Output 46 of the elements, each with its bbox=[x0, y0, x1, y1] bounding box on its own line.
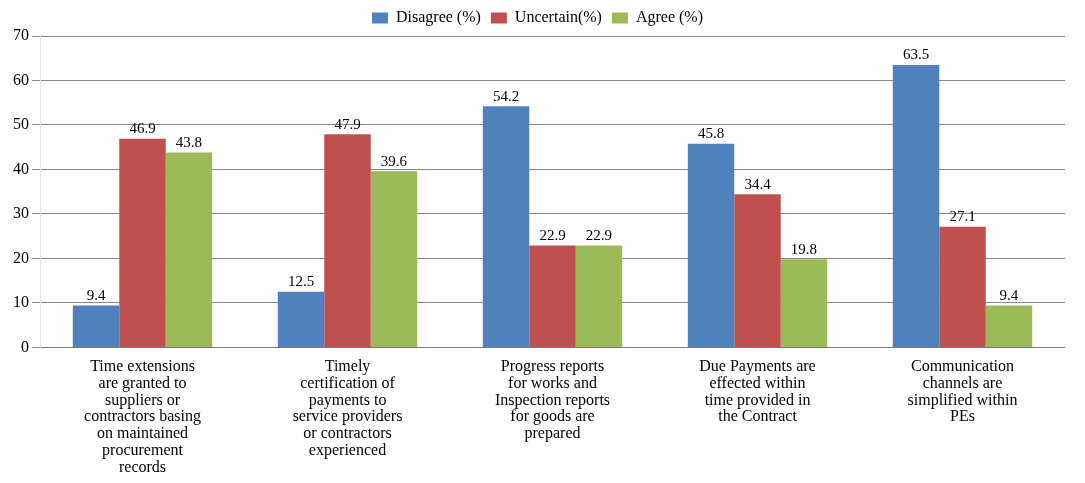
data-label: 34.4 bbox=[744, 175, 772, 192]
legend-label: Disagree (%) bbox=[396, 8, 481, 27]
data-label: 47.9 bbox=[334, 115, 361, 132]
data-label: 22.9 bbox=[585, 226, 613, 243]
data-label: 9.4 bbox=[86, 287, 106, 304]
x-tick-label: Time extensions are granted to suppliers or contractors basing on maintained procurement records bbox=[84, 357, 201, 475]
x-tick-label: Timely certification of payments to service providers or contractors experienced bbox=[292, 357, 403, 459]
data-label: 54.2 bbox=[492, 87, 520, 104]
data-label: 45.8 bbox=[697, 125, 725, 142]
y-tick-label: 70 bbox=[13, 26, 29, 44]
bar bbox=[575, 245, 623, 347]
y-tick-label: 60 bbox=[13, 70, 29, 88]
legend-label: Agree (%) bbox=[635, 8, 703, 27]
y-tick-label: 40 bbox=[13, 159, 29, 177]
x-tick-label: Communication channels are simplified within PEs bbox=[907, 357, 1018, 425]
data-label: 39.6 bbox=[380, 152, 408, 169]
bar bbox=[72, 305, 120, 347]
y-tick-label: 50 bbox=[13, 115, 29, 133]
y-tick-label: 10 bbox=[13, 293, 29, 311]
bar bbox=[277, 291, 325, 347]
data-label: 46.9 bbox=[129, 120, 156, 137]
bar bbox=[939, 226, 986, 347]
y-tick-label: 20 bbox=[13, 248, 29, 266]
bar bbox=[780, 259, 828, 347]
legend-label: Uncertain(%) bbox=[514, 8, 602, 27]
bar bbox=[119, 138, 166, 347]
bar bbox=[482, 106, 530, 347]
bar bbox=[529, 245, 576, 347]
bar bbox=[892, 64, 940, 347]
y-tick-label: 30 bbox=[13, 204, 29, 222]
bar bbox=[324, 134, 371, 347]
data-label: 9.4 bbox=[999, 287, 1019, 304]
data-label: 63.5 bbox=[902, 46, 930, 63]
bar bbox=[985, 305, 1033, 347]
bar bbox=[370, 171, 418, 347]
data-label: 12.5 bbox=[287, 273, 315, 290]
data-label: 27.1 bbox=[949, 208, 976, 225]
x-tick-label: Progress reports for works and Inspection reports for goods are prepared bbox=[494, 357, 611, 443]
data-label: 19.8 bbox=[790, 240, 818, 257]
data-label: 22.9 bbox=[539, 226, 566, 243]
x-tick-label: Due Payments are effected within time provided in the Contract bbox=[699, 357, 816, 425]
bar bbox=[734, 194, 781, 347]
bar bbox=[687, 143, 735, 347]
data-label: 43.8 bbox=[175, 133, 203, 150]
y-tick-label: 0 bbox=[21, 337, 29, 355]
bar bbox=[165, 152, 213, 347]
